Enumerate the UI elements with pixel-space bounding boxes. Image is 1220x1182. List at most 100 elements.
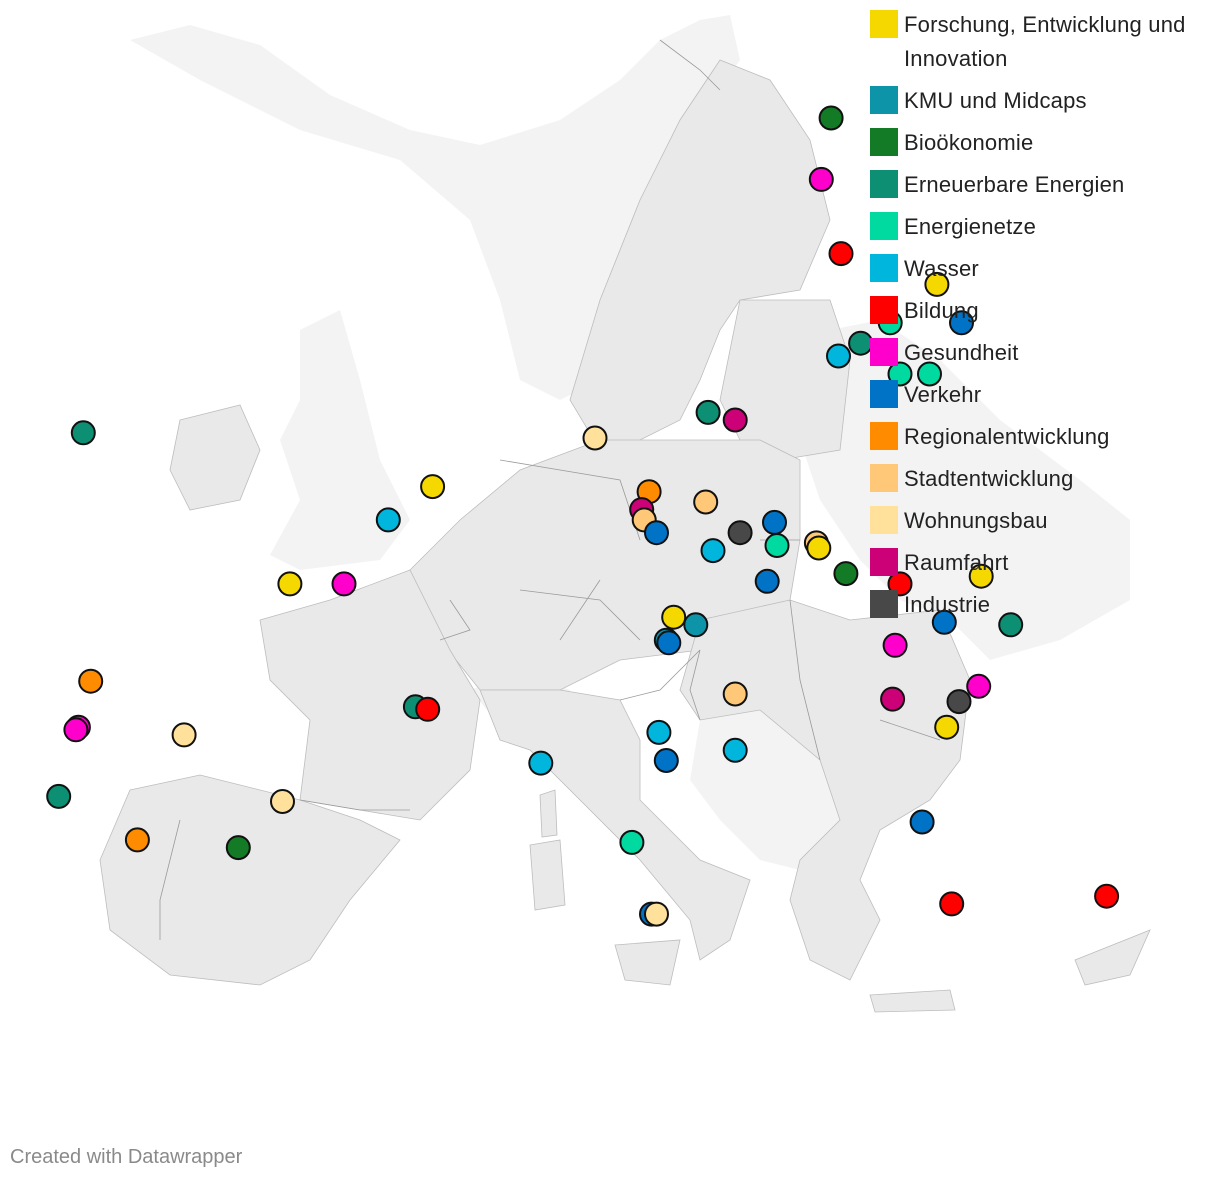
legend: Forschung, Entwicklung und Innovation KMU… — [870, 8, 1215, 630]
project-marker-renewables[interactable] — [848, 330, 874, 356]
project-marker-industry[interactable] — [946, 689, 972, 715]
project-marker-health[interactable] — [808, 166, 834, 192]
legend-swatch-health — [870, 338, 898, 366]
legend-swatch-regional — [870, 422, 898, 450]
project-marker-research[interactable] — [924, 271, 950, 297]
legend-item-space: Raumfahrt — [870, 546, 1215, 580]
project-marker-education[interactable] — [415, 696, 441, 722]
legend-swatch-education — [870, 296, 898, 324]
legend-item-bioeconomy: Bioökonomie — [870, 126, 1215, 160]
land-crete — [869, 989, 956, 1013]
legend-item-research: Forschung, Entwicklung und Innovation — [870, 8, 1215, 76]
legend-item-industry: Industrie — [870, 588, 1215, 622]
project-marker-renewables[interactable] — [998, 612, 1024, 638]
land-britain — [270, 310, 410, 570]
project-marker-research[interactable] — [806, 535, 832, 561]
project-marker-industry[interactable] — [727, 520, 753, 546]
project-marker-housing[interactable] — [171, 722, 197, 748]
project-marker-research[interactable] — [968, 563, 994, 589]
land-sardinia — [529, 839, 566, 911]
land-france — [259, 569, 481, 821]
project-marker-health[interactable] — [966, 673, 992, 699]
project-marker-space[interactable] — [722, 407, 748, 433]
project-marker-health[interactable] — [63, 717, 89, 743]
project-marker-education[interactable] — [828, 241, 854, 267]
project-marker-transport[interactable] — [949, 310, 974, 336]
project-marker-renewables[interactable] — [46, 783, 72, 809]
project-marker-housing[interactable] — [582, 425, 608, 451]
project-marker-urban[interactable] — [722, 681, 748, 707]
project-marker-water[interactable] — [646, 719, 672, 745]
legend-label: Regionalentwicklung — [904, 424, 1110, 449]
legend-label: Wohnungsbau — [904, 508, 1048, 533]
project-marker-water[interactable] — [826, 343, 851, 369]
project-marker-transport[interactable] — [656, 630, 682, 656]
project-marker-research[interactable] — [420, 474, 446, 500]
legend-label: Raumfahrt — [904, 550, 1009, 575]
project-marker-transport[interactable] — [644, 520, 669, 546]
legend-item-renewables: Erneuerbare Energien — [870, 168, 1215, 202]
land-norway-uk — [130, 15, 740, 400]
project-marker-housing[interactable] — [270, 789, 295, 814]
project-marker-education[interactable] — [939, 891, 965, 917]
project-marker-water[interactable] — [528, 750, 554, 776]
legend-label: Gesundheit — [904, 340, 1019, 365]
project-marker-grids[interactable] — [887, 361, 913, 387]
legend-swatch-space — [870, 548, 898, 576]
project-marker-bioeconomy[interactable] — [225, 835, 251, 861]
project-marker-grids[interactable] — [764, 533, 790, 558]
legend-item-regional: Regionalentwicklung — [870, 420, 1215, 454]
project-marker-health[interactable] — [331, 571, 357, 597]
legend-label: KMU und Midcaps — [904, 88, 1087, 113]
project-marker-regional[interactable] — [124, 827, 150, 853]
land-cyprus — [1074, 929, 1151, 986]
project-marker-grids[interactable] — [917, 361, 942, 387]
project-marker-sme[interactable] — [683, 612, 709, 638]
project-marker-space[interactable] — [880, 686, 906, 712]
legend-label: Verkehr — [904, 382, 982, 407]
project-marker-transport[interactable] — [762, 509, 787, 535]
project-marker-housing[interactable] — [644, 901, 669, 927]
project-marker-transport[interactable] — [653, 748, 679, 773]
legend-label: Energienetze — [904, 214, 1037, 239]
legend-item-urban: Stadtentwicklung — [870, 462, 1215, 496]
project-marker-water[interactable] — [700, 538, 726, 564]
legend-label: Industrie — [904, 592, 991, 617]
land-sicily — [614, 939, 681, 986]
project-marker-water[interactable] — [722, 737, 748, 763]
project-marker-renewables[interactable] — [695, 399, 721, 425]
legend-label: Wasser — [904, 256, 979, 281]
project-marker-research[interactable] — [934, 714, 960, 740]
project-marker-transport[interactable] — [754, 568, 780, 594]
project-marker-grids[interactable] — [619, 829, 645, 855]
legend-item-sme: KMU und Midcaps — [870, 84, 1215, 118]
legend-label: Erneuerbare Energien — [904, 172, 1125, 197]
legend-item-housing: Wohnungsbau — [870, 504, 1215, 538]
project-marker-urban[interactable] — [693, 489, 719, 515]
project-marker-health[interactable] — [882, 632, 908, 658]
project-marker-research[interactable] — [661, 604, 687, 630]
legend-item-transport: Verkehr — [870, 378, 1215, 412]
project-marker-renewables[interactable] — [70, 420, 96, 446]
legend-swatch-grids — [870, 212, 898, 240]
land-scandinavia-eu — [569, 59, 831, 451]
project-marker-research[interactable] — [277, 571, 303, 597]
project-marker-bioeconomy[interactable] — [818, 105, 844, 131]
project-marker-regional[interactable] — [78, 668, 104, 694]
legend-item-education: Bildung — [870, 294, 1215, 328]
project-marker-education[interactable] — [887, 571, 913, 597]
project-marker-water[interactable] — [375, 507, 401, 533]
legend-label: Bioökonomie — [904, 130, 1034, 155]
project-markers — [46, 105, 1120, 927]
legend-item-grids: Energienetze — [870, 210, 1215, 244]
legend-label: Bildung — [904, 298, 979, 323]
credit-text[interactable]: Created with Datawrapper — [10, 1146, 243, 1168]
project-marker-bioeconomy[interactable] — [833, 561, 859, 587]
project-marker-education[interactable] — [1094, 883, 1120, 909]
legend-swatch-water — [870, 254, 898, 282]
project-marker-transport[interactable] — [909, 809, 935, 835]
land-corsica — [539, 789, 558, 838]
legend-swatch-housing — [870, 506, 898, 534]
project-marker-transport[interactable] — [931, 609, 957, 635]
